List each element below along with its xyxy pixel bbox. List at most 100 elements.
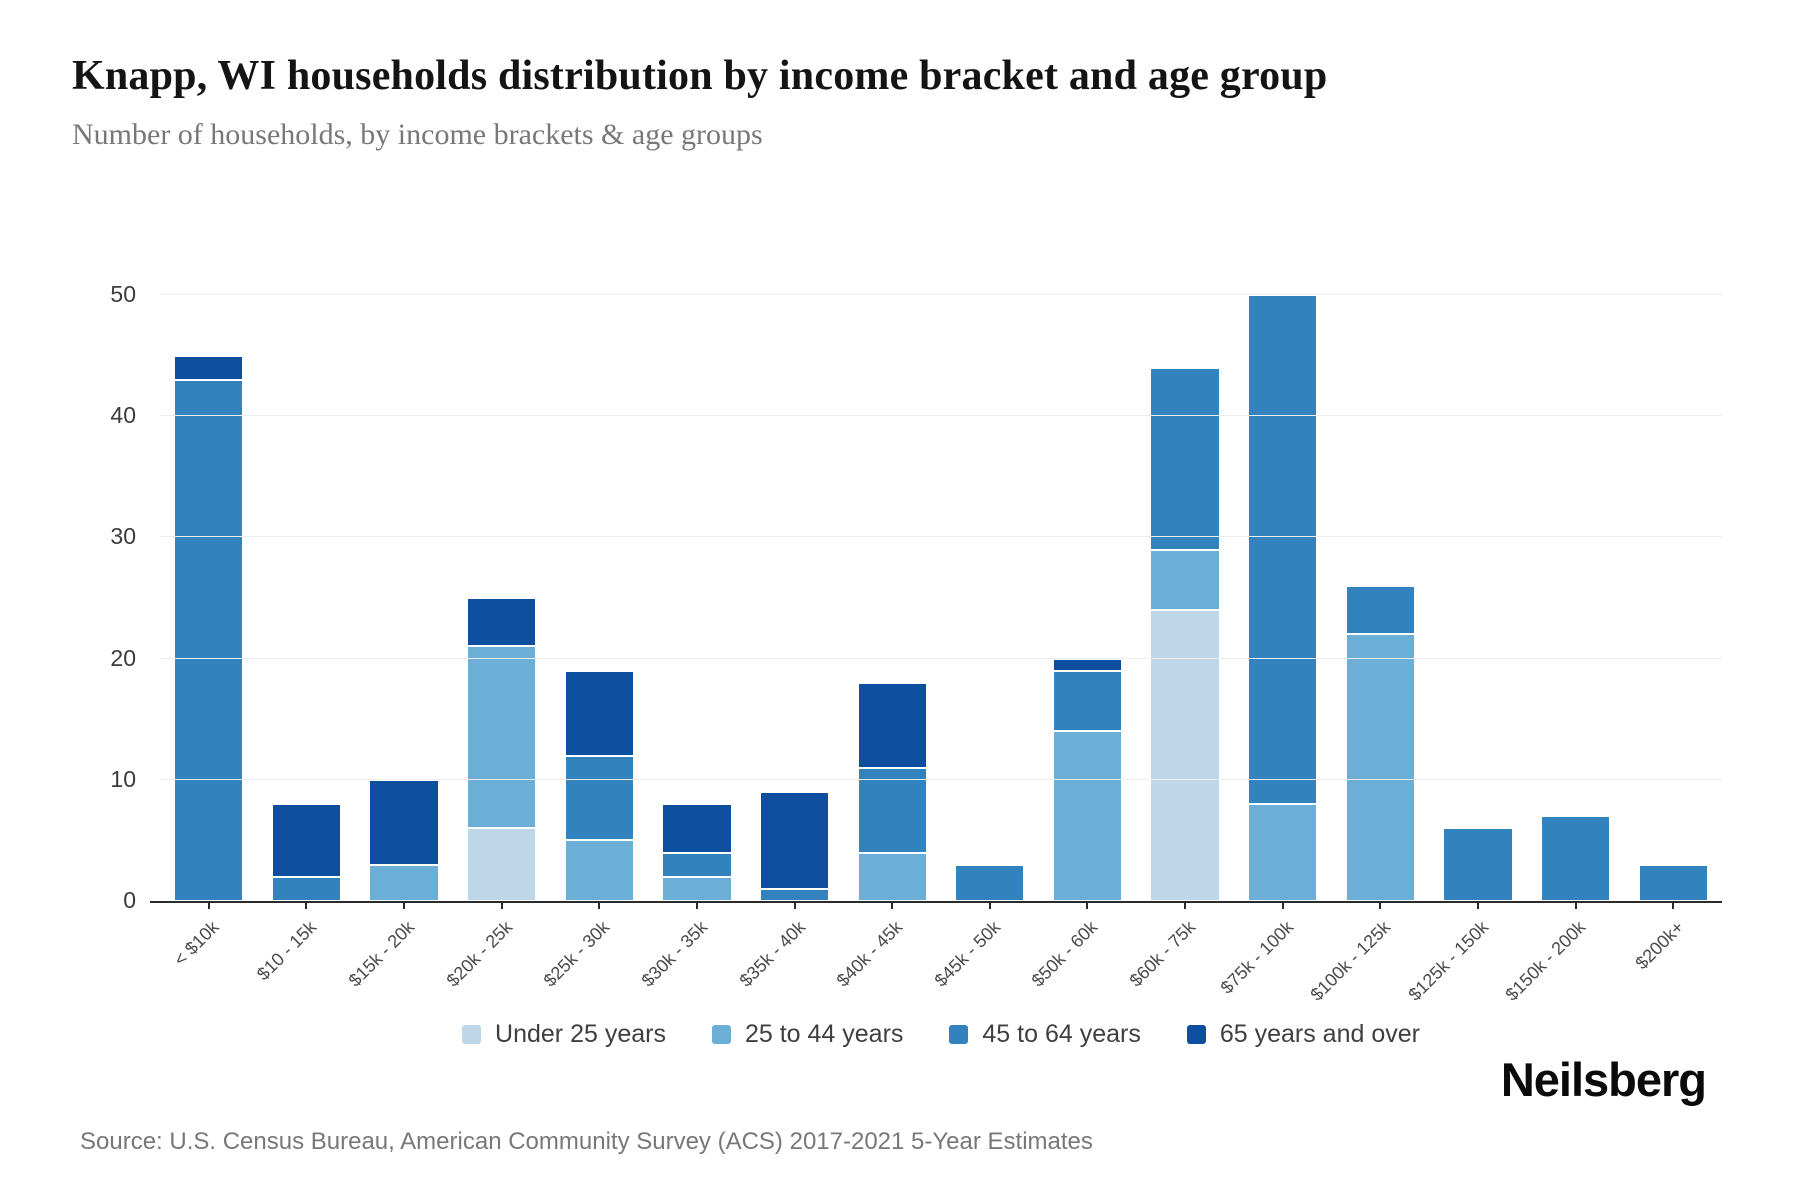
- bar-column: [453, 295, 551, 901]
- x-axis-tick: [1281, 903, 1284, 909]
- bar-segment: [1248, 804, 1318, 901]
- legend-item: 45 to 64 years: [949, 1020, 1141, 1049]
- x-axis-cell: $200k+: [1624, 901, 1722, 1021]
- x-axis-tick: [793, 903, 796, 909]
- page-title: Knapp, WI households distribution by inc…: [72, 53, 1328, 99]
- bar-segment: [271, 876, 342, 901]
- bar-segment: [759, 888, 830, 901]
- bar-column: [1624, 295, 1722, 901]
- bar-segment: [369, 864, 439, 901]
- bar-stack-$200k+: [1638, 864, 1708, 901]
- x-axis-cell: $35k - 40k: [735, 901, 844, 1021]
- bar-column: [551, 295, 649, 901]
- bar-stack-$10 - 15k: [271, 804, 342, 901]
- legend-swatch-icon: [711, 1025, 731, 1044]
- bar-segment: [857, 767, 927, 853]
- brand-logo: Neilsberg: [1500, 1053, 1707, 1106]
- bar-column: [648, 295, 746, 901]
- y-axis-label-10: 10: [110, 765, 136, 792]
- x-axis-tick: [1476, 903, 1479, 909]
- bar-segment: [467, 828, 537, 901]
- bar-stack-$20k - 25k: [467, 598, 537, 901]
- x-axis-tick: [500, 903, 503, 909]
- bar-segment: [467, 646, 537, 829]
- x-axis-tick: [598, 903, 601, 909]
- bar-segment: [955, 864, 1025, 901]
- gridline-10: [160, 778, 1722, 780]
- x-axis-cell: $15k - 20k: [345, 901, 453, 1021]
- bar-segment: [1638, 864, 1708, 901]
- bar-stack-$125k - 150k: [1443, 828, 1513, 901]
- bar-column: [746, 295, 844, 901]
- gridline-40: [160, 415, 1722, 417]
- bar-segment: [1150, 610, 1220, 901]
- bar-segment: [564, 755, 634, 841]
- y-axis-label-50: 50: [110, 281, 136, 307]
- x-axis-tick: [1086, 903, 1089, 909]
- source-text: Source: U.S. Census Bureau, American Com…: [80, 1128, 1093, 1155]
- legend-item: 25 to 44 years: [711, 1020, 903, 1049]
- x-axis-cell: $150k - 200k: [1502, 901, 1625, 1021]
- bar-stack-< $10k: [174, 355, 244, 901]
- bar-segment: [662, 876, 732, 901]
- bar-stack-$50k - 60k: [1052, 658, 1123, 901]
- bar-segment: [1052, 670, 1123, 732]
- x-axis-label: $50k - 60k: [1027, 917, 1102, 991]
- page-subtitle: Number of households, by income brackets…: [72, 118, 763, 151]
- legend-swatch-icon: [1186, 1025, 1206, 1044]
- x-axis-label: $60k - 75k: [1125, 917, 1200, 991]
- x-axis-cell: $30k - 35k: [637, 901, 746, 1021]
- x-axis-tick: [305, 903, 308, 909]
- x-axis-label: $200k+: [1631, 917, 1688, 974]
- bar-segment: [662, 804, 732, 853]
- bar-segment: [662, 852, 732, 877]
- gridline-50: [160, 294, 1722, 295]
- bar-stack-$40k - 45k: [857, 682, 927, 901]
- legend-item: Under 25 years: [462, 1020, 666, 1049]
- x-axis-label: $15k - 20k: [344, 917, 419, 991]
- x-axis-cell: $75k - 100k: [1216, 901, 1332, 1021]
- x-axis-label: $20k - 25k: [442, 917, 516, 991]
- gridline-20: [160, 657, 1722, 659]
- x-axis-tick: [891, 903, 894, 909]
- bar-column: [1429, 295, 1527, 901]
- x-axis-label: $40k - 45k: [832, 917, 907, 991]
- legend-label: Under 25 years: [495, 1020, 666, 1048]
- bar-stack-$15k - 20k: [369, 779, 439, 901]
- bar-stack-$75k - 100k: [1248, 295, 1318, 901]
- bar-column: [1332, 295, 1430, 901]
- legend: Under 25 years 25 to 44 years 45 to 64 yea…: [160, 1020, 1722, 1049]
- bar-segment: [1150, 367, 1220, 550]
- bar-segment: [1150, 549, 1220, 611]
- bar-segment: [564, 670, 634, 756]
- bar-segment: [1052, 658, 1123, 671]
- legend-swatch-icon: [462, 1025, 482, 1044]
- bar-stack-$30k - 35k: [662, 804, 732, 901]
- bar-segment: [174, 379, 244, 901]
- x-axis-cell: $60k - 75k: [1126, 901, 1234, 1021]
- bar-stack-$25k - 30k: [564, 670, 634, 901]
- bar-segment: [1345, 634, 1415, 901]
- x-axis-cell: $100k - 125k: [1307, 901, 1430, 1021]
- x-axis-tick: [403, 903, 406, 909]
- x-axis-cell: $20k - 25k: [442, 901, 551, 1021]
- legend-label: 65 years and over: [1219, 1020, 1420, 1048]
- y-axis-label-20: 20: [110, 644, 136, 671]
- bar-segment: [857, 852, 927, 901]
- bar-segment: [759, 791, 830, 889]
- bar-column: [160, 295, 258, 901]
- bar-stack-$100k - 125k: [1345, 585, 1415, 901]
- bar-stack-$35k - 40k: [759, 791, 830, 901]
- x-axis-cell: $50k - 60k: [1028, 901, 1137, 1021]
- x-axis-label: $10 - 15k: [253, 917, 321, 985]
- x-axis-cell: $25k - 30k: [540, 901, 649, 1021]
- bar-segment: [271, 804, 342, 877]
- x-axis-tick: [1184, 903, 1187, 909]
- bar-segment: [564, 840, 634, 901]
- bars-container: [160, 295, 1722, 901]
- bar-stack-$150k - 200k: [1540, 816, 1611, 901]
- plot-area: < $10k $10 - 15k $15k - 20k $20k - 25k $25k …: [110, 283, 1722, 1005]
- bar-column: [258, 295, 356, 901]
- bar-column: [1136, 295, 1234, 901]
